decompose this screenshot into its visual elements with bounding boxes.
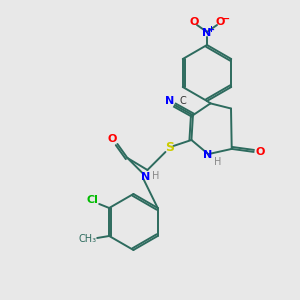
Text: C: C: [180, 96, 186, 106]
Text: CH₃: CH₃: [78, 234, 96, 244]
Text: O: O: [255, 147, 264, 157]
Text: O: O: [108, 134, 117, 144]
Text: O: O: [189, 17, 199, 27]
Text: N: N: [202, 150, 212, 160]
Text: N: N: [141, 172, 150, 182]
Text: N: N: [165, 96, 175, 106]
Text: Cl: Cl: [86, 195, 98, 205]
Text: H: H: [152, 171, 159, 181]
Text: N: N: [202, 28, 211, 38]
Text: O: O: [215, 17, 225, 27]
Text: H: H: [214, 157, 221, 167]
Text: +: +: [208, 26, 214, 34]
Text: −: −: [222, 14, 230, 24]
Text: S: S: [165, 142, 174, 154]
